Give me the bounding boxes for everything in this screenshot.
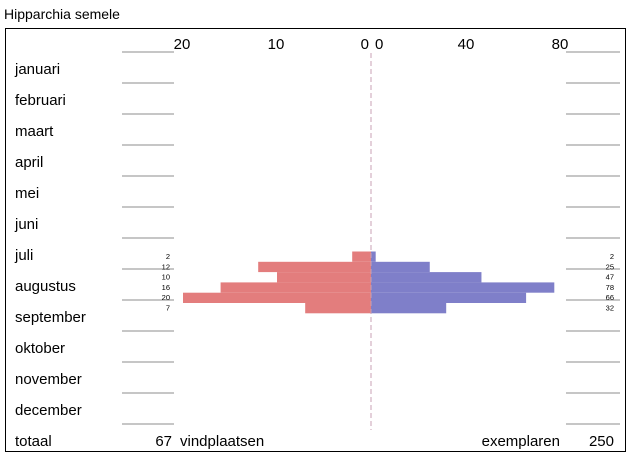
left-tick-label: 20 bbox=[174, 36, 191, 53]
count-vindplaatsen: 16 bbox=[162, 283, 170, 292]
count-vindplaatsen: 7 bbox=[166, 304, 170, 313]
chart-frame bbox=[5, 28, 626, 452]
bar-vindplaatsen bbox=[277, 272, 371, 283]
month-label: mei bbox=[15, 185, 39, 202]
bar-exemplaren bbox=[371, 261, 430, 273]
month-label: oktober bbox=[15, 340, 65, 357]
month-labels: januari februari maart april mei juni juli augu… bbox=[14, 61, 86, 419]
bar-vindplaatsen bbox=[183, 292, 371, 303]
month-label: september bbox=[15, 309, 86, 326]
bar-exemplaren bbox=[371, 251, 376, 262]
month-label: januari bbox=[14, 61, 60, 78]
total-exemplaren-label: exemplaren bbox=[482, 433, 560, 450]
count-exemplaren: 2 bbox=[610, 252, 614, 261]
total-exemplaren-value: 250 bbox=[589, 433, 614, 450]
bar-exemplaren bbox=[371, 303, 447, 314]
right-tick-label: 40 bbox=[458, 36, 475, 53]
bar-vindplaatsen bbox=[305, 303, 371, 314]
month-label: februari bbox=[15, 92, 66, 109]
count-vindplaatsen: 2 bbox=[166, 252, 170, 261]
right-tick-label: 80 bbox=[552, 36, 569, 53]
count-exemplaren: 47 bbox=[606, 273, 614, 282]
total-vindplaatsen-value: 67 bbox=[155, 433, 172, 450]
totals-label: totaal bbox=[15, 433, 52, 450]
month-label: maart bbox=[15, 123, 54, 140]
count-vindplaatsen: 10 bbox=[162, 273, 170, 282]
right-tick-label: 0 bbox=[375, 36, 383, 53]
total-vindplaatsen-label: vindplaatsen bbox=[180, 433, 264, 450]
count-exemplaren: 78 bbox=[606, 283, 614, 292]
bar-exemplaren bbox=[371, 282, 555, 293]
count-exemplaren: 66 bbox=[606, 293, 614, 302]
totals-row: totaal 67 vindplaatsen exemplaren 250 bbox=[15, 433, 614, 450]
bar-vindplaatsen bbox=[258, 261, 371, 273]
count-exemplaren: 32 bbox=[606, 304, 614, 313]
month-label: april bbox=[15, 154, 43, 171]
month-label: november bbox=[15, 371, 82, 388]
month-label: juli bbox=[14, 247, 33, 264]
bar-exemplaren bbox=[371, 292, 527, 303]
left-tick-label: 10 bbox=[268, 36, 285, 53]
bar-vindplaatsen bbox=[220, 282, 371, 293]
bars bbox=[183, 251, 555, 314]
chart-title: Hipparchia semele bbox=[4, 6, 120, 22]
bar-exemplaren bbox=[371, 272, 482, 283]
month-separators bbox=[122, 51, 620, 425]
month-label: augustus bbox=[15, 278, 76, 295]
axis-ticks: 20 10 0 0 40 80 bbox=[174, 36, 569, 53]
bar-vindplaatsen bbox=[352, 251, 371, 262]
month-label: december bbox=[15, 402, 82, 419]
count-vindplaatsen: 20 bbox=[162, 293, 170, 302]
left-tick-label: 0 bbox=[361, 36, 369, 53]
count-vindplaatsen: 12 bbox=[162, 262, 170, 271]
count-exemplaren: 25 bbox=[606, 262, 614, 271]
month-label: juni bbox=[14, 216, 38, 233]
